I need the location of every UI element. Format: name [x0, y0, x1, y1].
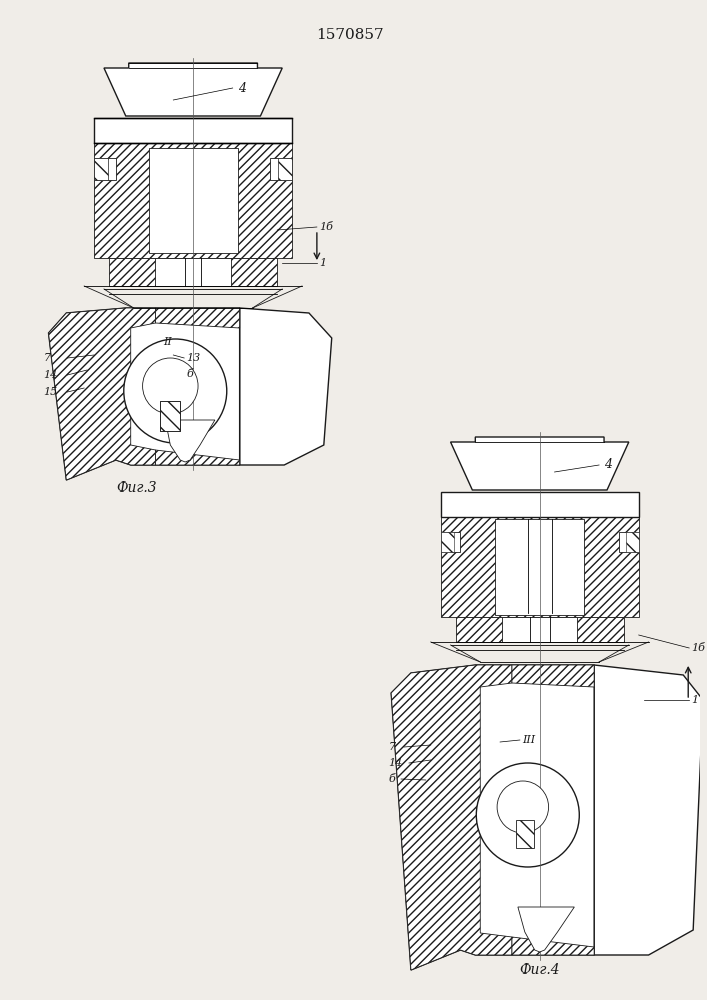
Text: 4: 4 — [238, 82, 245, 95]
Bar — [94, 158, 108, 180]
Bar — [270, 158, 292, 180]
Polygon shape — [512, 665, 594, 687]
Bar — [279, 158, 292, 180]
Text: 1: 1 — [319, 258, 326, 268]
Circle shape — [477, 763, 579, 867]
Bar — [440, 532, 460, 552]
Text: 7: 7 — [388, 742, 395, 752]
Bar — [626, 532, 638, 552]
Text: б: б — [186, 369, 193, 379]
Polygon shape — [240, 308, 332, 465]
Polygon shape — [94, 143, 292, 258]
Polygon shape — [49, 308, 156, 480]
Text: 4: 4 — [604, 458, 612, 472]
Text: б: б — [388, 774, 395, 784]
Text: 13: 13 — [186, 353, 200, 363]
Text: 14: 14 — [44, 370, 58, 380]
Text: 1570857: 1570857 — [316, 28, 383, 42]
Text: 1б: 1б — [691, 643, 705, 653]
Text: 15: 15 — [44, 387, 58, 397]
Polygon shape — [450, 437, 629, 490]
Bar — [495, 519, 584, 615]
Text: Фиг.3: Фиг.3 — [117, 481, 157, 495]
Polygon shape — [391, 665, 594, 970]
Text: Фиг.4: Фиг.4 — [520, 963, 560, 977]
Text: 1: 1 — [691, 695, 699, 705]
Polygon shape — [512, 937, 594, 955]
Polygon shape — [49, 308, 240, 480]
Polygon shape — [455, 617, 624, 642]
Polygon shape — [518, 907, 574, 952]
Polygon shape — [440, 517, 638, 617]
Polygon shape — [156, 308, 240, 328]
Bar — [440, 532, 453, 552]
Circle shape — [143, 358, 198, 414]
Bar — [160, 401, 180, 431]
Bar — [148, 148, 238, 253]
Text: 7: 7 — [44, 353, 51, 363]
Circle shape — [497, 781, 549, 833]
Text: II: II — [163, 337, 172, 347]
Bar — [619, 532, 638, 552]
Bar — [502, 617, 578, 642]
Polygon shape — [156, 450, 240, 465]
Bar — [160, 401, 180, 431]
Bar — [94, 118, 292, 143]
Bar — [516, 820, 534, 848]
Text: III: III — [522, 735, 535, 745]
Circle shape — [124, 339, 227, 443]
Polygon shape — [109, 258, 277, 286]
Polygon shape — [391, 665, 512, 970]
Polygon shape — [165, 420, 215, 462]
Polygon shape — [594, 665, 703, 955]
Bar — [156, 258, 230, 286]
Text: 14: 14 — [388, 758, 402, 768]
Text: 1б: 1б — [319, 222, 333, 232]
Bar — [94, 158, 116, 180]
Bar — [440, 492, 638, 517]
Polygon shape — [104, 63, 282, 116]
